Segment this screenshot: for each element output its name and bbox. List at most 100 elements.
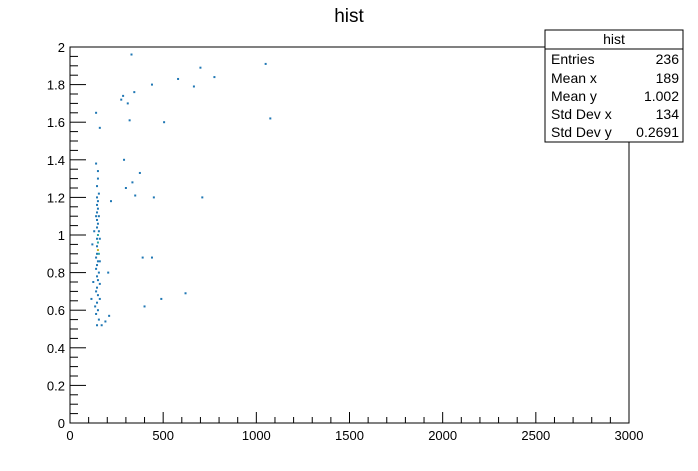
y-tick-label: 2 <box>58 40 65 55</box>
data-point <box>95 256 98 259</box>
data-point <box>201 196 204 199</box>
data-point <box>96 245 99 248</box>
data-point <box>96 185 99 188</box>
y-axis: 0 0.2 0.4 0.6 0.8 1 1.2 1.4 1.6 1.8 2 <box>47 40 86 431</box>
data-point <box>96 294 99 297</box>
data-point <box>96 207 99 210</box>
data-point <box>108 314 111 317</box>
data-point <box>96 237 99 240</box>
data-point <box>91 243 94 246</box>
data-point <box>177 77 180 80</box>
data-point <box>123 158 126 161</box>
data-point <box>184 292 187 295</box>
data-point <box>107 271 110 274</box>
data-point <box>150 256 153 259</box>
data-point <box>133 91 136 94</box>
x-tick-label: 0 <box>66 428 73 443</box>
data-point <box>95 111 98 114</box>
stat-value-std-dev-x: 134 <box>656 106 680 122</box>
data-point <box>96 286 99 289</box>
stat-value-std-dev-y: 0.2691 <box>636 124 679 140</box>
data-point <box>192 85 195 88</box>
data-point <box>143 305 146 308</box>
data-point <box>98 260 101 263</box>
y-tick-label: 0.6 <box>47 303 65 318</box>
data-point <box>96 275 99 278</box>
data-point <box>98 297 101 300</box>
data-point <box>160 297 163 300</box>
data-point <box>96 200 99 203</box>
data-point <box>96 260 99 263</box>
x-tick-label: 2500 <box>521 428 550 443</box>
data-point <box>124 187 127 189</box>
data-point <box>97 252 100 255</box>
y-tick-label: 0.2 <box>47 378 65 393</box>
data-point <box>96 203 99 206</box>
data-point <box>97 215 100 218</box>
data-point <box>96 264 99 267</box>
x-tick-label: 1000 <box>242 428 271 443</box>
x-tick-label: 500 <box>152 428 174 443</box>
data-point <box>128 119 131 122</box>
data-point <box>95 290 98 293</box>
stat-label-std-dev-y: Std Dev y <box>551 124 612 140</box>
data-point <box>100 324 103 327</box>
data-point <box>109 200 112 203</box>
data-point <box>213 76 216 79</box>
data-point <box>131 181 134 184</box>
data-markers <box>90 53 272 327</box>
data-point <box>96 211 99 214</box>
data-point <box>96 218 99 221</box>
y-tick-label: 1.4 <box>47 153 65 168</box>
data-point <box>269 117 272 120</box>
x-axis: 0 500 1000 1500 2000 2500 3000 <box>66 412 643 443</box>
data-point <box>97 318 100 321</box>
data-point <box>199 66 202 69</box>
data-point <box>95 312 98 315</box>
data-point <box>122 94 125 97</box>
data-point <box>138 171 141 174</box>
data-point <box>95 267 98 270</box>
data-point <box>98 237 101 240</box>
stat-value-mean-x: 189 <box>656 70 680 86</box>
stat-label-entries: Entries <box>551 51 595 67</box>
data-point <box>93 230 96 233</box>
x-tick-label: 3000 <box>615 428 644 443</box>
data-point <box>96 196 99 199</box>
data-point <box>96 279 99 282</box>
y-tick-label: 1 <box>58 228 65 243</box>
data-point <box>97 192 100 195</box>
stats-box-title: hist <box>603 31 625 47</box>
data-point <box>96 301 99 304</box>
y-tick-label: 0.4 <box>47 341 65 356</box>
stat-value-mean-y: 1.002 <box>644 88 679 104</box>
data-point <box>130 53 133 56</box>
data-point <box>98 126 101 129</box>
data-point <box>120 98 123 101</box>
data-point <box>96 177 99 180</box>
data-point <box>92 281 95 283</box>
data-point <box>98 282 101 285</box>
chart-title: hist <box>334 6 364 27</box>
data-point <box>126 102 129 105</box>
y-tick-label: 1.6 <box>47 115 65 130</box>
y-tick-label: 1.2 <box>47 190 65 205</box>
data-point <box>96 252 99 255</box>
data-point <box>96 170 99 173</box>
stats-box: hist Entries 236 Mean x 189 Mean y 1.002… <box>544 29 684 143</box>
data-point <box>96 309 99 312</box>
y-tick-label: 0 <box>58 416 65 431</box>
data-point <box>163 121 166 124</box>
data-point <box>150 83 153 86</box>
stat-label-mean-x: Mean x <box>551 70 597 86</box>
data-point <box>94 305 97 308</box>
data-point <box>96 324 99 327</box>
data-point <box>264 62 267 65</box>
data-point <box>90 297 93 300</box>
data-point <box>104 320 107 323</box>
data-point <box>96 234 99 236</box>
y-tick-label: 0.8 <box>47 266 65 281</box>
data-point <box>95 215 98 218</box>
data-point <box>96 241 99 244</box>
